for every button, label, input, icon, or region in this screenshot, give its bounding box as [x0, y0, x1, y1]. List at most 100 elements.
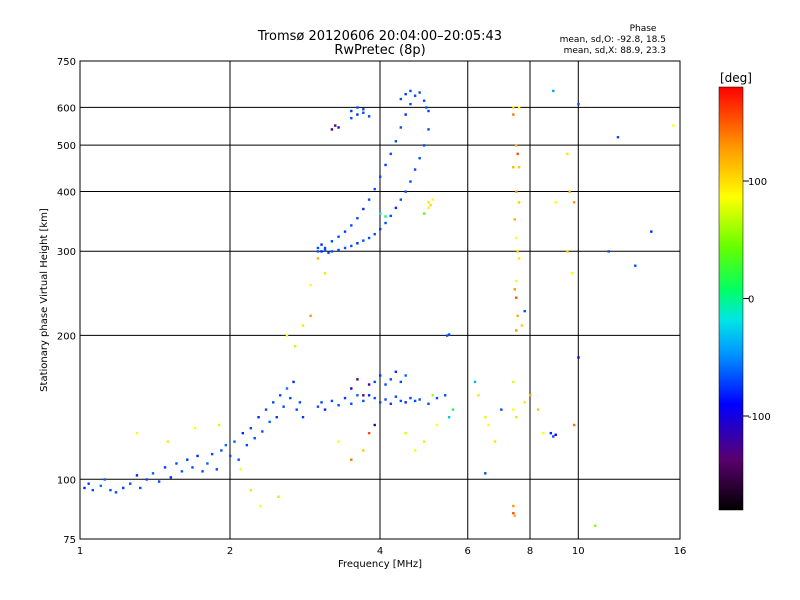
data-point: [512, 380, 515, 384]
data-point: [427, 128, 430, 131]
data-point: [135, 431, 139, 435]
data-point: [229, 454, 232, 458]
data-point: [409, 102, 412, 106]
data-point: [261, 430, 264, 433]
data-point: [500, 408, 503, 411]
data-point: [362, 449, 365, 452]
phase-box-line-o: mean, sd,O: -92.8, 18.5: [560, 35, 666, 45]
data-point: [175, 462, 178, 465]
data-point: [399, 126, 403, 129]
data-point: [577, 102, 580, 106]
data-point: [350, 458, 353, 461]
data-point: [285, 334, 289, 337]
data-point: [484, 472, 487, 475]
data-point: [413, 449, 417, 452]
x-tick-label: 4: [377, 546, 383, 557]
data-point: [373, 380, 376, 384]
data-point: [523, 401, 526, 404]
data-point: [350, 244, 353, 248]
data-point: [239, 468, 242, 471]
data-point: [259, 504, 262, 508]
data-point: [282, 405, 285, 408]
data-point: [516, 314, 519, 318]
data-point: [418, 157, 421, 160]
data-point: [316, 405, 320, 408]
data-point: [634, 264, 637, 267]
data-point: [323, 272, 327, 275]
data-point: [389, 152, 392, 156]
colorbar-tick-label: 100: [748, 177, 767, 188]
data-point: [409, 396, 412, 400]
data-point: [554, 201, 557, 204]
data-point: [473, 380, 477, 384]
data-point: [554, 433, 557, 437]
data-point: [515, 190, 518, 193]
data-point: [373, 232, 376, 236]
data-point: [384, 215, 387, 218]
colorbar-ticks: 100 0 -100: [743, 177, 771, 423]
data-point: [427, 201, 430, 204]
data-point: [249, 488, 253, 492]
data-point: [245, 443, 249, 447]
data-point: [451, 408, 455, 411]
x-tick-label: 1: [77, 546, 83, 557]
data-point: [330, 250, 334, 253]
data-point: [337, 248, 340, 252]
data-point: [253, 436, 256, 440]
y-tick-label: 600: [57, 103, 76, 114]
data-point: [301, 415, 305, 419]
data-point: [435, 396, 439, 400]
data-point: [404, 431, 407, 435]
data-point: [343, 230, 347, 233]
data-point: [399, 399, 403, 403]
data-point: [379, 227, 382, 231]
data-point: [512, 166, 515, 169]
data-point: [515, 279, 518, 283]
data-point: [114, 491, 118, 494]
colorbar-unit-label: [deg]: [720, 71, 752, 85]
data-point: [169, 476, 173, 479]
data-point: [316, 257, 320, 260]
data-point: [394, 206, 398, 210]
data-point: [343, 246, 347, 250]
data-point: [320, 250, 323, 253]
data-point: [320, 401, 323, 404]
data-point: [404, 113, 407, 116]
data-point: [103, 478, 106, 481]
data-point: [373, 423, 376, 427]
data-point: [447, 415, 451, 419]
data-point: [399, 198, 403, 201]
data-point: [157, 480, 161, 483]
data-point: [87, 482, 90, 485]
data-point: [493, 440, 497, 443]
data-point: [384, 221, 387, 225]
x-tick-label: 6: [465, 546, 471, 557]
data-point: [404, 374, 407, 377]
data-point: [566, 152, 569, 156]
data-point: [515, 296, 518, 299]
data-point: [404, 92, 407, 96]
data-point: [362, 108, 365, 111]
data-point: [201, 470, 204, 473]
data-point: [99, 484, 103, 488]
data-point: [523, 309, 526, 313]
data-point: [593, 524, 597, 528]
data-point: [384, 163, 387, 167]
data-point: [356, 217, 359, 220]
data-point: [427, 402, 430, 405]
data-point: [139, 486, 142, 490]
data-point: [337, 235, 340, 238]
data-point: [552, 435, 555, 438]
data-point: [330, 240, 334, 243]
data-point: [362, 111, 365, 114]
data-point: [425, 106, 428, 109]
data-point: [356, 113, 359, 116]
data-point: [362, 239, 365, 242]
data-point: [166, 440, 170, 443]
data-point: [268, 420, 271, 424]
data-point: [350, 387, 353, 390]
data-point: [418, 398, 421, 401]
data-point: [180, 470, 184, 473]
data-point: [572, 423, 576, 427]
